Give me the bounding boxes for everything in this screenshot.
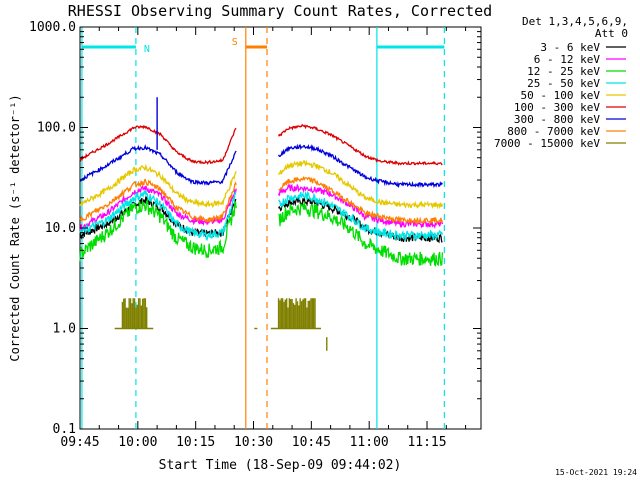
- series-line: [79, 144, 237, 186]
- series-layer: [79, 97, 444, 351]
- series-line: [79, 163, 237, 208]
- series-line: [79, 178, 237, 224]
- y-tick-label: 1.0: [53, 322, 76, 337]
- legend-label: 12 - 25 keV: [527, 65, 600, 78]
- marker-label: N: [144, 44, 150, 55]
- x-tick-label: 10:30: [234, 435, 273, 450]
- legend-header: Att 0: [595, 27, 628, 40]
- footer-timestamp: 15-Oct-2021 19:24: [555, 468, 637, 477]
- series-line: [79, 124, 237, 165]
- series-line: [79, 190, 237, 241]
- legend-header: Det 1,3,4,5,6,9,: [522, 15, 628, 28]
- series-line: [79, 198, 237, 262]
- y-tick-label: 0.1: [53, 422, 76, 437]
- legend-label: 25 - 50 keV: [527, 77, 600, 90]
- legend-label: 800 - 7000 keV: [507, 125, 600, 138]
- series-line: [278, 201, 444, 267]
- y-tick-label: 100.0: [37, 121, 76, 136]
- x-tick-label: 10:45: [292, 435, 331, 450]
- plot-frame: [79, 26, 482, 430]
- x-axis-label: Start Time (18-Sep-09 09:44:02): [159, 458, 402, 473]
- series-line: [278, 176, 444, 226]
- x-tick-label: 10:00: [118, 435, 157, 450]
- marker-group: S: [232, 27, 268, 429]
- x-tick-label: 11:15: [407, 435, 446, 450]
- y-axis-label: Corrected Count Rate (s⁻¹ detector⁻¹): [8, 94, 22, 361]
- x-tick-label: 11:00: [350, 435, 389, 450]
- series-line: [278, 190, 444, 243]
- legend-label: 6 - 12 keV: [534, 53, 601, 66]
- marker-group: [376, 27, 445, 429]
- marker-layer: NS: [81, 27, 445, 429]
- x-tick-label: 09:45: [60, 435, 99, 450]
- axes-layer: 0.1 1.0 10.0 100.0 1000.0 09:45 10:00 10:15 10:3…: [29, 20, 481, 450]
- y-tick-label: 10.0: [45, 221, 76, 236]
- legend-label: 3 - 6 keV: [540, 41, 600, 54]
- series-line: [278, 143, 443, 189]
- chart-title: RHESSI Observing Summary Count Rates, Co…: [68, 2, 492, 20]
- series-line: [277, 159, 444, 210]
- legend-label: 7000 - 15000 keV: [494, 137, 600, 150]
- legend-label: 300 - 800 keV: [514, 113, 600, 126]
- series-line: [277, 123, 443, 166]
- legend-label: 100 - 300 keV: [514, 101, 600, 114]
- y-tick-label: 1000.0: [29, 20, 76, 35]
- x-tick-label: 10:15: [176, 435, 215, 450]
- legend-label: 50 - 100 keV: [521, 89, 601, 102]
- marker-label: S: [232, 37, 238, 48]
